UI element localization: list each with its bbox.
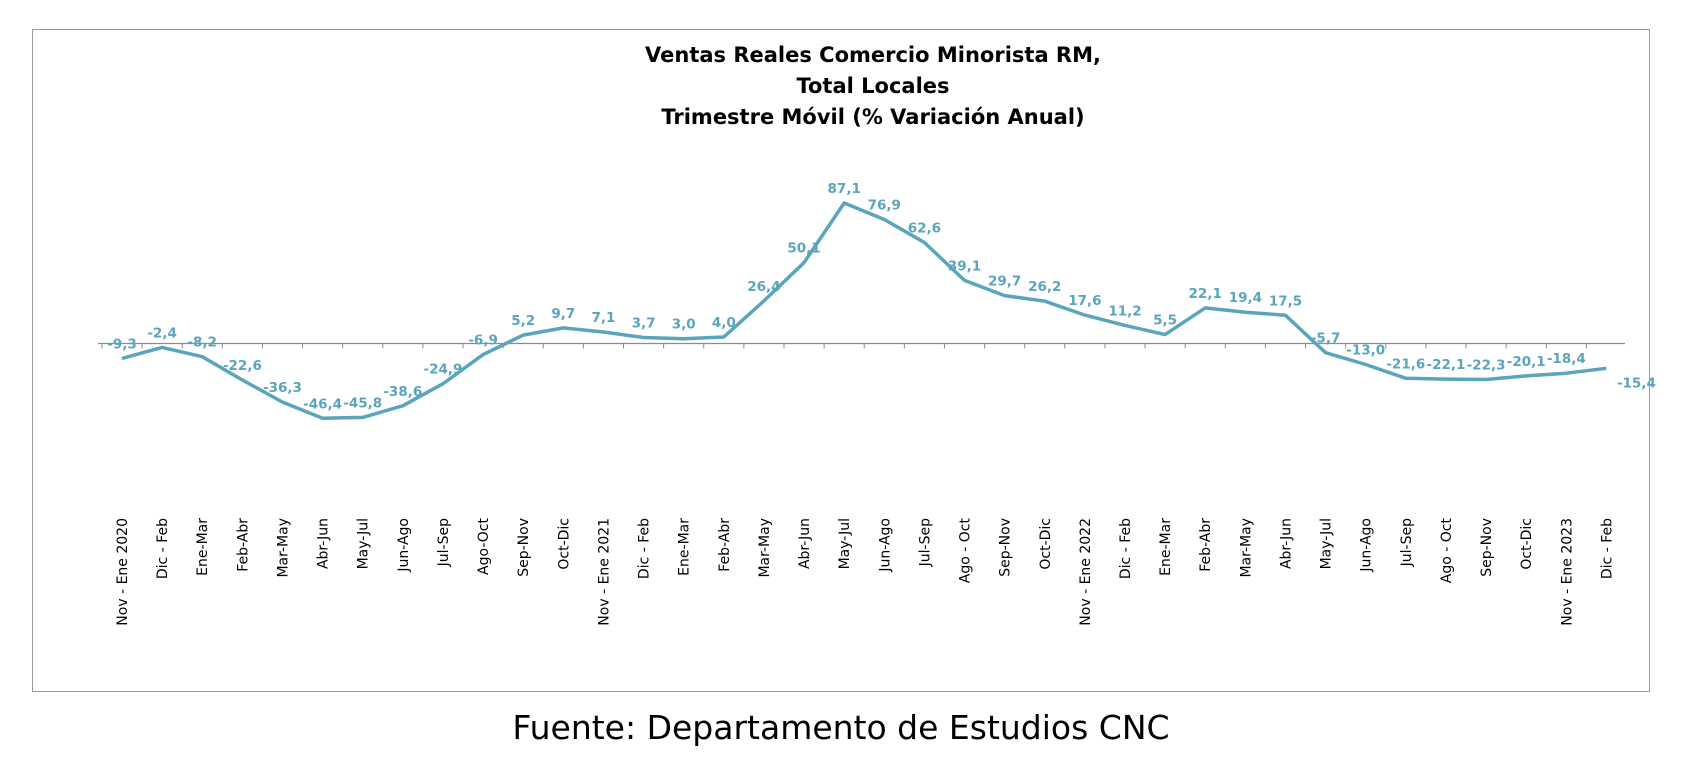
series-line-group [121, 201, 1607, 421]
x-tick-label: Jul-Sep [1399, 518, 1415, 567]
x-tick-label: Dic - Feb [1118, 518, 1134, 579]
data-label: 19,4 [1229, 290, 1262, 306]
x-tick-label: Feb-Abr [717, 518, 733, 572]
data-label: -45,8 [343, 395, 382, 411]
data-label: 5,2 [511, 313, 535, 329]
x-tick-label: Nov - Ene 2021 [596, 518, 612, 626]
data-label: -22,1 [1427, 357, 1466, 373]
data-label: 29,7 [988, 274, 1021, 290]
data-label: 9,7 [551, 306, 575, 322]
x-tick-labels: Nov - Ene 2020 Dic - Feb Ene-Mar Feb-Abr Mar… [115, 517, 1615, 625]
chart-title-line-1: Ventas Reales Comercio Minorista RM, [645, 43, 1101, 67]
x-tick-label: Abr-Jun [316, 518, 332, 569]
data-label: -6,9 [468, 333, 498, 349]
x-tick-label: Ago - Oct [958, 517, 974, 583]
data-label: 17,6 [1068, 293, 1101, 309]
series-line [121, 201, 1607, 421]
x-tick-label: Oct-Dic [556, 518, 572, 570]
data-label: 5,5 [1153, 313, 1177, 329]
data-label: -46,4 [303, 396, 342, 412]
x-tick-label: Jul-Sep [917, 518, 933, 567]
x-tick-label: Dic - Feb [155, 518, 171, 579]
data-label: -8,2 [187, 335, 217, 351]
data-label: -38,6 [383, 384, 422, 400]
x-tick-label: Jun-Ago [877, 518, 893, 573]
data-label: -2,4 [147, 325, 177, 341]
x-tick-label: Sep-Nov [516, 518, 532, 577]
data-label: -24,9 [424, 362, 463, 378]
data-label: 7,1 [591, 310, 615, 326]
data-label: 26,2 [1028, 279, 1061, 295]
data-label: 87,1 [828, 181, 861, 197]
x-tick-label: Ene-Mar [677, 518, 693, 576]
x-tick-label: Jun-Ago [1359, 518, 1375, 573]
data-label: 3,7 [632, 316, 656, 332]
chart-title-line-2: Total Locales [796, 74, 949, 98]
x-tick-label: Jul-Sep [436, 518, 452, 567]
data-label: 11,2 [1108, 303, 1141, 319]
x-tick-label: Ene-Mar [1158, 518, 1174, 576]
data-label: -9,3 [107, 337, 137, 353]
x-tick-label: Sep-Nov [1479, 518, 1495, 577]
data-label: 62,6 [908, 221, 941, 237]
data-label: -5,7 [1311, 331, 1341, 347]
chart-title: Ventas Reales Comercio Minorista RM, Tota… [645, 43, 1101, 129]
data-label: 3,0 [672, 317, 696, 333]
data-label: 4,0 [712, 315, 736, 331]
data-label: -22,3 [1467, 358, 1506, 374]
chart-frame [32, 29, 1650, 692]
data-label: 76,9 [868, 198, 901, 214]
data-label: -20,1 [1507, 354, 1546, 370]
x-tick-label: Mar-May [275, 518, 291, 578]
x-axis [98, 342, 1625, 349]
x-tick-label: Abr-Jun [797, 518, 813, 569]
x-tick-label: Dic - Feb [1599, 518, 1615, 579]
x-tick-label: Nov - Ene 2022 [1078, 518, 1094, 626]
data-label: -18,4 [1547, 351, 1586, 367]
x-tick-label: Dic - Feb [637, 518, 653, 579]
x-tick-label: Abr-Jun [1278, 518, 1294, 569]
x-tick-label: Oct-Dic [1038, 518, 1054, 570]
data-label: -22,6 [223, 358, 262, 374]
data-label: 17,5 [1269, 293, 1302, 309]
x-tick-label: Nov - Ene 2020 [115, 518, 131, 626]
data-label: 39,1 [948, 258, 981, 274]
data-labels: -9,3 -2,4 -8,2 -22,6-36,3-46,4 -45,8-38,6-24… [107, 181, 1656, 412]
data-label: -13,0 [1346, 343, 1385, 359]
x-tick-label: Ene-Mar [195, 518, 211, 576]
source-note: Fuente: Departamento de Estudios CNC [512, 708, 1170, 747]
data-label: 22,1 [1189, 286, 1222, 302]
data-label: 50,1 [787, 241, 820, 257]
data-label: 26,4 [747, 279, 780, 295]
x-tick-label: Feb-Abr [235, 518, 251, 572]
x-tick-label: Ago-Oct [476, 517, 492, 574]
data-label: -21,6 [1386, 356, 1425, 372]
x-tick-label: Ago - Oct [1439, 517, 1455, 583]
x-tick-label: May-Jul [356, 518, 372, 569]
x-tick-label: Feb-Abr [1198, 518, 1214, 572]
x-tick-label: May-Jul [1319, 518, 1335, 569]
data-label: -36,3 [263, 380, 302, 396]
x-tick-label: Mar-May [757, 518, 773, 578]
x-tick-label: Mar-May [1238, 518, 1254, 578]
chart-title-line-3: Trimestre Móvil (% Variación Anual) [661, 105, 1084, 129]
x-tick-label: Jun-Ago [396, 518, 412, 573]
x-tick-label: Oct-Dic [1519, 518, 1535, 570]
x-tick-label: Nov - Ene 2023 [1559, 518, 1575, 626]
x-tick-label: May-Jul [837, 518, 853, 569]
data-label: -15,4 [1617, 375, 1656, 391]
x-tick-label: Sep-Nov [998, 518, 1014, 577]
